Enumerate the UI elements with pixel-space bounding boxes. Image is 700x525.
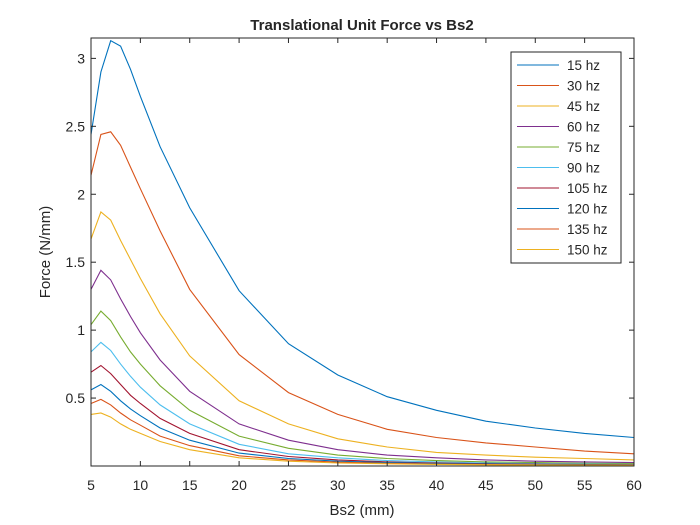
x-tick-label: 5 <box>87 477 95 493</box>
y-tick-label: 3 <box>77 50 85 66</box>
axes-box <box>90 37 635 467</box>
series-line-6 <box>90 341 635 465</box>
series-line-3 <box>90 210 635 461</box>
legend-label: 15 hz <box>567 58 600 73</box>
x-tick-label: 10 <box>133 477 149 493</box>
legend-box <box>510 51 622 264</box>
series-line-5 <box>90 310 635 465</box>
y-tick-label: 2.5 <box>66 118 86 134</box>
series-line-4 <box>90 269 635 464</box>
legend-label: 90 hz <box>567 161 600 176</box>
y-axis-label: Force (N/mm) <box>37 206 54 299</box>
x-tick-label: 25 <box>281 477 297 493</box>
axes-layer: 5 10 15 20 25 30 35 40 45 50 55 60 0.5 1 1.5 2 2.5 3 <box>66 37 642 493</box>
x-tick-label: 35 <box>379 477 395 493</box>
y-tick-label: 1 <box>77 322 85 338</box>
y-tick-label: 0.5 <box>66 390 86 406</box>
series-line-10 <box>90 412 635 466</box>
x-tick-label: 30 <box>330 477 346 493</box>
x-tick-label: 15 <box>182 477 198 493</box>
legend-label: 120 hz <box>567 202 608 217</box>
legend-label: 150 hz <box>567 243 608 258</box>
chart-title: Translational Unit Force vs Bs2 <box>250 17 473 34</box>
x-tick-label: 55 <box>577 477 593 493</box>
y-tick-label: 1.5 <box>66 254 86 270</box>
x-axis-label: Bs2 (mm) <box>330 502 395 519</box>
legend-label: 105 hz <box>567 181 608 196</box>
series-layer <box>90 39 635 466</box>
series-line-2 <box>90 131 635 455</box>
series-line-1 <box>90 39 635 439</box>
x-tick-label: 45 <box>478 477 494 493</box>
legend-label: 75 hz <box>567 140 600 155</box>
x-tick-label: 60 <box>626 477 642 493</box>
y-tick-label: 2 <box>77 186 85 202</box>
legend-label: 45 hz <box>567 99 600 114</box>
x-tick-label: 20 <box>231 477 247 493</box>
x-tick-label: 50 <box>527 477 543 493</box>
legend-label: 60 hz <box>567 120 600 135</box>
legend-label: 30 hz <box>567 79 600 94</box>
legend-label: 135 hz <box>567 222 608 237</box>
x-tick-label: 40 <box>429 477 445 493</box>
legend: 15 hz 30 hz 45 hz 60 hz 75 hz 90 hz 105 hz 120 … <box>510 51 622 264</box>
